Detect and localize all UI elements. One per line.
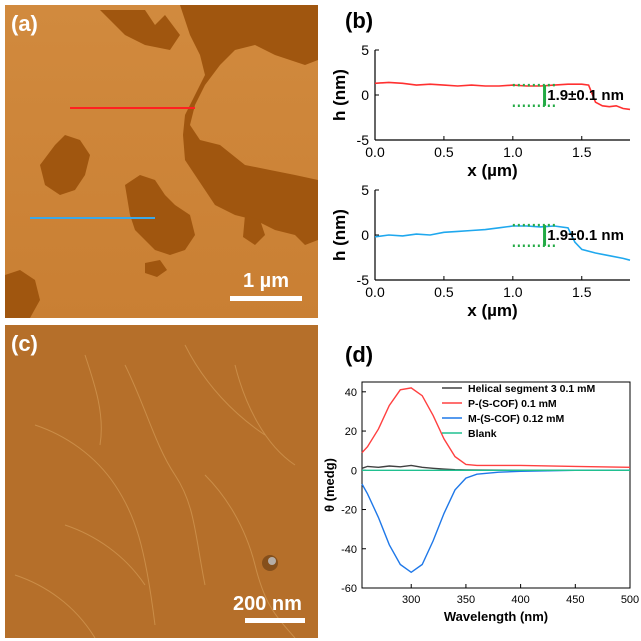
cd-legend-label-0: Helical segment 3 0.1 mM — [468, 383, 595, 395]
profile-red-x-tick-label: 0.5 — [434, 144, 454, 160]
afm-particle — [268, 557, 276, 565]
scale-bar-label-a: 1 µm — [243, 270, 289, 292]
profile-blue-y-tick-label: 5 — [361, 182, 369, 198]
cd-y-tick-label: -40 — [341, 544, 357, 556]
profile-blue-x-tick-label: 0.5 — [434, 284, 454, 300]
afm-topography-a — [5, 5, 318, 318]
profile-red-x-tick-label: 1.0 — [503, 144, 523, 160]
profile-blue-x-tick-label: 1.5 — [572, 284, 592, 300]
profile-blue-x-tick-label: 1.0 — [503, 284, 523, 300]
cd-spectrum-chart: 40 20 0 -20 -40 -60 300 350 400 450 500 Wavelength … — [322, 381, 639, 624]
cd-series-line-2 — [361, 469, 630, 574]
height-profile-red-chart: 5 0 -50.0 0.5 1.0 1.5 x (µm) h (nm) 1.9±0.1 nm — [330, 42, 631, 180]
cd-y-tick-label: 0 — [351, 465, 357, 477]
height-profile-blue-chart: 5 0 -50.0 0.5 1.0 1.5 x (µm) h (nm) 1.9±0.1 nm — [330, 182, 631, 320]
cd-y-tick-label: 20 — [345, 426, 357, 438]
scale-bar-a — [230, 296, 302, 301]
cd-legend-label-3: Blank — [468, 428, 497, 440]
scale-bar-label-c: 200 nm — [233, 593, 302, 615]
afm-topography-c — [5, 325, 318, 638]
profile-red-x-tick-label: 1.5 — [572, 144, 592, 160]
profile-blue-profile-line — [374, 225, 631, 261]
cd-x-tick-label: 500 — [621, 594, 639, 606]
cd-x-tick-label: 450 — [566, 594, 584, 606]
afm-domains — [5, 5, 318, 318]
cd-legend-label-1: P-(S-COF) 0.1 mM — [468, 398, 557, 410]
cd-y-tick-label: 40 — [345, 387, 357, 399]
cd-legend-label-2: M-(S-COF) 0.12 mM — [468, 413, 565, 425]
panel-label-b: (b) — [345, 8, 374, 33]
panel-label-a: (a) — [11, 11, 38, 36]
cd-series-line-1 — [361, 387, 631, 468]
afm-image-a: (a) 1 µm — [5, 5, 318, 318]
profile-red-y-tick-label: -5 — [357, 132, 370, 148]
cd-x-tick-label: 300 — [402, 594, 420, 606]
panel-label-c: (c) — [11, 331, 38, 356]
profile-red-x-label: x (µm) — [467, 161, 517, 180]
profile-red-profile-line — [374, 81, 631, 111]
profile-blue-y-label: h (nm) — [330, 209, 349, 261]
profile-red-x-tick-label: 0.0 — [365, 144, 385, 160]
afm-particle-shadow — [262, 555, 278, 571]
profile-blue-y-tick-label: 0 — [361, 227, 369, 243]
cd-y-tick-label: -60 — [341, 583, 357, 595]
afm-surface-c — [5, 325, 318, 638]
cd-x-label: Wavelength (nm) — [444, 609, 548, 624]
profile-blue-x-label: x (µm) — [467, 301, 517, 320]
profile-red-y-tick-label: 0 — [361, 87, 369, 103]
profile-blue-y-tick-label: -5 — [357, 272, 370, 288]
scale-bar-c — [245, 618, 305, 623]
profile-red-step-annotation: 1.9±0.1 nm — [547, 87, 624, 104]
cd-x-tick-label: 350 — [457, 594, 475, 606]
afm-image-c: (c) 200 nm — [5, 325, 318, 638]
profile-blue-step-annotation: 1.9±0.1 nm — [547, 227, 624, 244]
profile-red-y-tick-label: 5 — [361, 42, 369, 58]
profile-red-y-label: h (nm) — [330, 69, 349, 121]
cd-y-tick-label: -20 — [341, 505, 357, 517]
panel-label-d: (d) — [345, 342, 374, 367]
profile-blue-x-tick-label: 0.0 — [365, 284, 385, 300]
cd-y-label: θ (medg) — [322, 458, 337, 512]
cd-x-tick-label: 400 — [511, 594, 529, 606]
